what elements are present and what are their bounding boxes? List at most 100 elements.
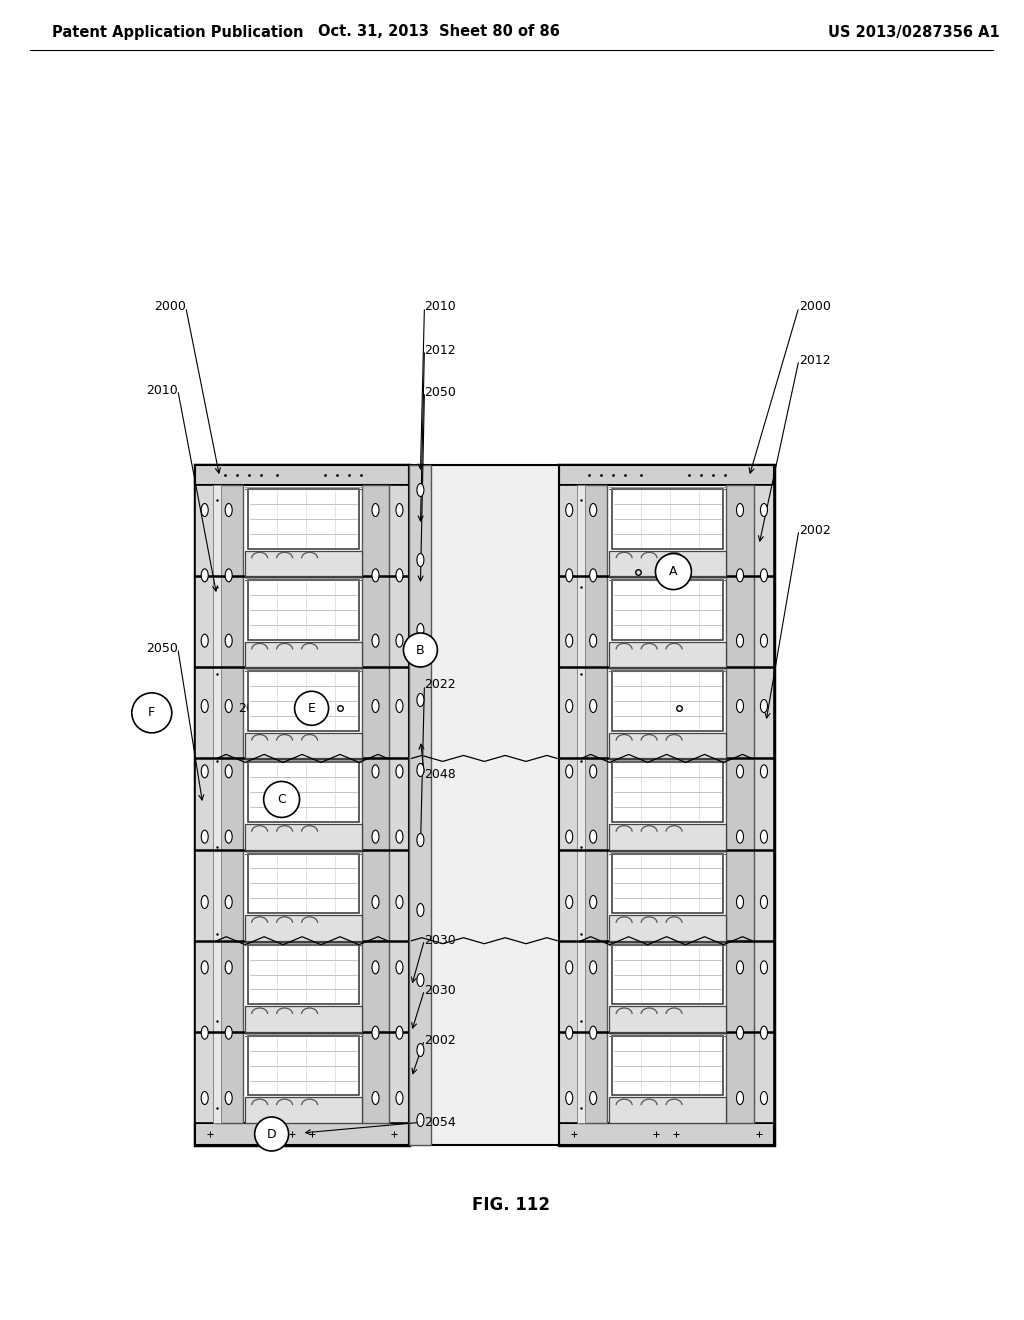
Bar: [559, 465, 774, 484]
Circle shape: [255, 1117, 289, 1151]
Bar: [248, 672, 358, 731]
Bar: [215, 484, 243, 1123]
Ellipse shape: [761, 1092, 767, 1105]
Text: 2010: 2010: [424, 301, 456, 314]
Bar: [410, 465, 431, 1144]
Ellipse shape: [565, 764, 572, 777]
Circle shape: [295, 692, 329, 725]
Ellipse shape: [372, 503, 379, 516]
Ellipse shape: [225, 895, 232, 908]
Ellipse shape: [565, 830, 572, 843]
Text: 2012: 2012: [424, 343, 456, 356]
Bar: [248, 763, 358, 822]
Ellipse shape: [372, 634, 379, 647]
Bar: [580, 484, 607, 1123]
Bar: [612, 945, 723, 1005]
Ellipse shape: [417, 623, 424, 636]
Ellipse shape: [590, 634, 597, 647]
Ellipse shape: [372, 764, 379, 777]
Ellipse shape: [565, 1092, 572, 1105]
Circle shape: [655, 553, 691, 590]
Ellipse shape: [396, 503, 403, 516]
Text: B: B: [416, 644, 425, 656]
Bar: [726, 484, 754, 1123]
Ellipse shape: [761, 569, 767, 582]
Ellipse shape: [736, 569, 743, 582]
Circle shape: [403, 634, 437, 667]
Ellipse shape: [736, 634, 743, 647]
Bar: [609, 733, 726, 759]
Bar: [245, 642, 361, 668]
Ellipse shape: [372, 895, 379, 908]
Bar: [245, 1006, 361, 1032]
Text: US 2013/0287356 A1: US 2013/0287356 A1: [827, 25, 999, 40]
Ellipse shape: [417, 833, 424, 846]
Ellipse shape: [590, 764, 597, 777]
Ellipse shape: [417, 974, 424, 986]
Bar: [248, 945, 358, 1005]
Ellipse shape: [396, 1092, 403, 1105]
Ellipse shape: [396, 895, 403, 908]
Text: 2022: 2022: [424, 678, 456, 692]
Bar: [612, 672, 723, 731]
Ellipse shape: [590, 1026, 597, 1039]
Ellipse shape: [396, 764, 403, 777]
Ellipse shape: [590, 830, 597, 843]
Ellipse shape: [372, 830, 379, 843]
Ellipse shape: [761, 830, 767, 843]
Ellipse shape: [225, 830, 232, 843]
Text: C: C: [278, 793, 286, 807]
Ellipse shape: [225, 503, 232, 516]
Ellipse shape: [761, 700, 767, 713]
Bar: [609, 1006, 726, 1032]
Text: 2030: 2030: [424, 983, 456, 997]
Text: F: F: [148, 706, 156, 719]
Ellipse shape: [761, 961, 767, 974]
Ellipse shape: [736, 895, 743, 908]
Ellipse shape: [417, 1114, 424, 1126]
Bar: [559, 465, 774, 1144]
Ellipse shape: [396, 700, 403, 713]
Ellipse shape: [396, 961, 403, 974]
Ellipse shape: [761, 503, 767, 516]
Bar: [195, 465, 410, 484]
Ellipse shape: [372, 961, 379, 974]
Ellipse shape: [761, 634, 767, 647]
Text: 2050: 2050: [424, 385, 457, 399]
Bar: [195, 465, 410, 1144]
Text: Oct. 31, 2013  Sheet 80 of 86: Oct. 31, 2013 Sheet 80 of 86: [318, 25, 560, 40]
Ellipse shape: [736, 961, 743, 974]
Bar: [609, 550, 726, 576]
Ellipse shape: [565, 1026, 572, 1039]
Ellipse shape: [761, 895, 767, 908]
Ellipse shape: [396, 830, 403, 843]
Ellipse shape: [565, 961, 572, 974]
Ellipse shape: [736, 1026, 743, 1039]
Bar: [361, 484, 389, 1123]
Text: Patent Application Publication: Patent Application Publication: [52, 25, 303, 40]
Text: 2000: 2000: [154, 301, 185, 314]
Ellipse shape: [761, 764, 767, 777]
Ellipse shape: [202, 503, 208, 516]
Bar: [612, 1036, 723, 1096]
Ellipse shape: [202, 700, 208, 713]
Ellipse shape: [565, 569, 572, 582]
Bar: [245, 824, 361, 850]
Text: 2050: 2050: [145, 642, 178, 655]
Text: D: D: [267, 1127, 276, 1140]
Ellipse shape: [225, 764, 232, 777]
Text: 2030: 2030: [424, 933, 456, 946]
Ellipse shape: [417, 693, 424, 706]
Ellipse shape: [202, 895, 208, 908]
Ellipse shape: [225, 634, 232, 647]
Bar: [248, 488, 358, 549]
Bar: [609, 1097, 726, 1123]
Bar: [245, 915, 361, 941]
Text: 2046: 2046: [238, 702, 269, 715]
Bar: [612, 763, 723, 822]
Ellipse shape: [396, 569, 403, 582]
Bar: [559, 1123, 774, 1144]
Ellipse shape: [372, 569, 379, 582]
Ellipse shape: [736, 1092, 743, 1105]
Bar: [609, 915, 726, 941]
